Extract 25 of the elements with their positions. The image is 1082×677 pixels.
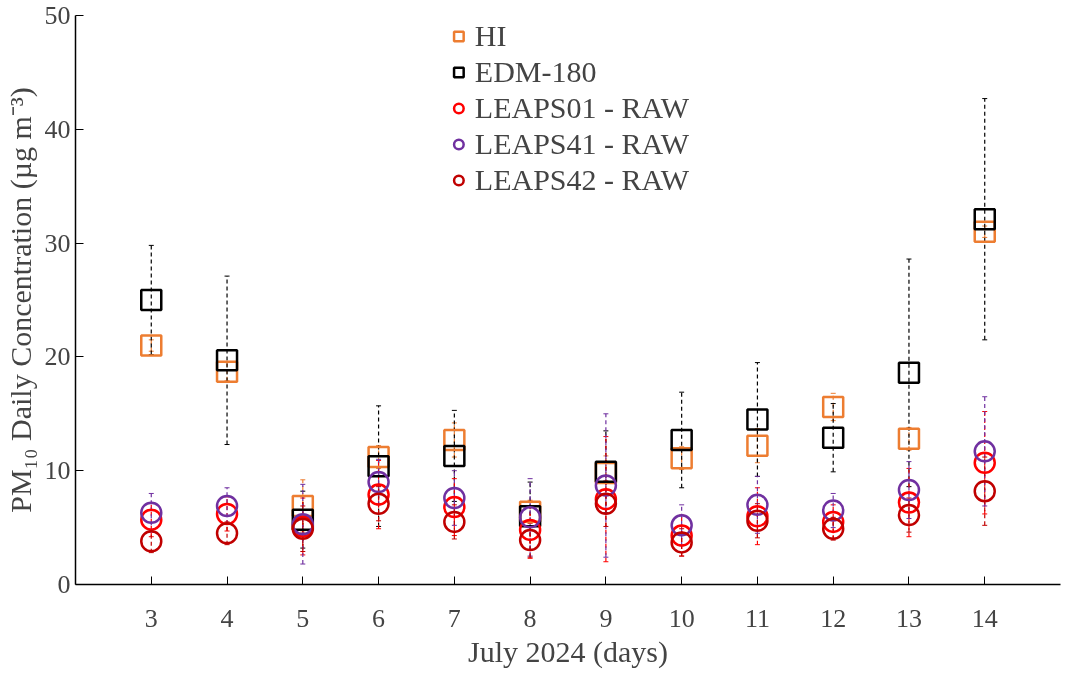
- y-tick-label: 10: [44, 456, 71, 486]
- x-tick-label: 10: [668, 603, 695, 633]
- legend-label: EDM-180: [474, 55, 597, 89]
- y-tick-label: 0: [57, 570, 71, 599]
- x-tick-label: 13: [895, 603, 922, 633]
- y-tick-label: 50: [44, 1, 71, 30]
- legend-label: HI: [474, 19, 507, 53]
- x-tick-label: 6: [372, 603, 386, 633]
- x-tick-label: 8: [523, 603, 537, 633]
- x-tick-label: 4: [220, 603, 234, 633]
- legend-label: LEAPS41 - RAW: [474, 127, 690, 161]
- y-tick-label: 40: [44, 114, 71, 144]
- legend-label: LEAPS42 - RAW: [474, 163, 690, 197]
- x-tick-label: 3: [144, 603, 158, 633]
- x-tick-label: 11: [744, 603, 770, 633]
- x-axis-title: July 2024 (days): [468, 634, 668, 669]
- x-tick-label: 14: [971, 603, 998, 633]
- legend-label: LEAPS01 - RAW: [474, 91, 690, 125]
- x-tick-label: 12: [820, 603, 847, 633]
- x-tick-label: 5: [296, 603, 310, 633]
- y-tick-label: 30: [44, 228, 71, 258]
- y-axis-title: PM₁₀ Daily Concentration (µg m⁻³): [3, 87, 38, 513]
- x-tick-label: 7: [447, 603, 461, 633]
- x-tick-label: 9: [599, 603, 613, 633]
- y-tick-label: 20: [44, 342, 71, 372]
